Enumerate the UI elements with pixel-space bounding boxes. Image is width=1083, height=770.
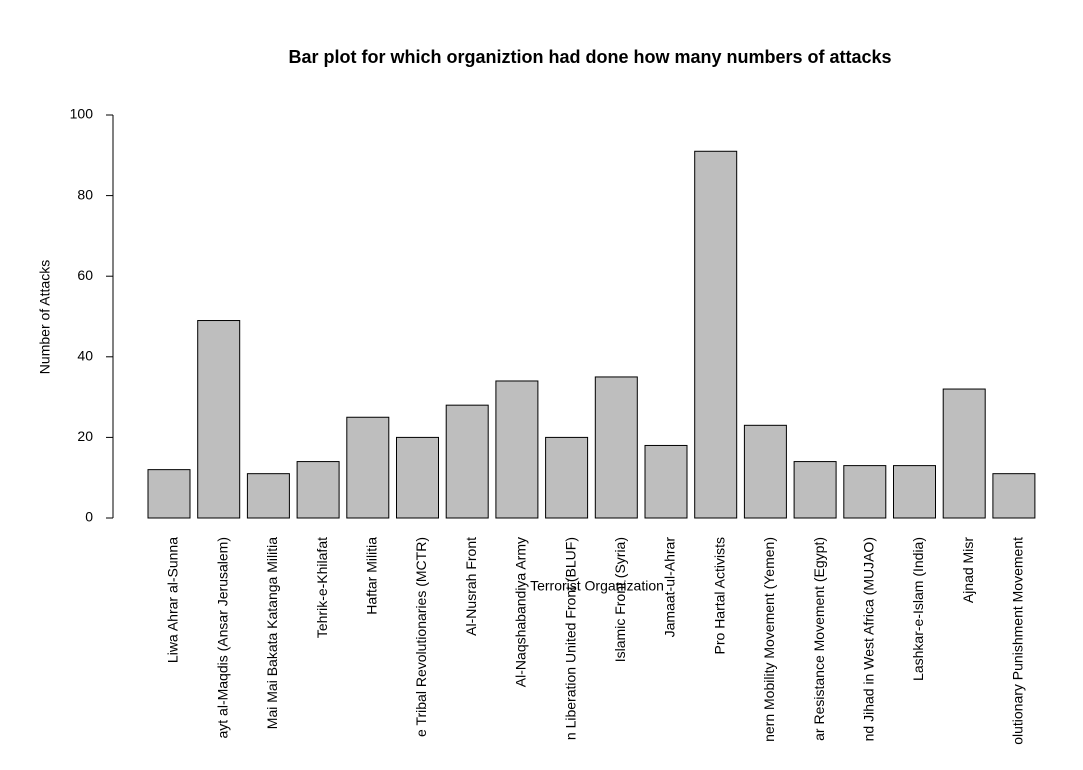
x-tick-label: ar Resistance Movement (Egypt) <box>811 537 827 741</box>
x-tick-label: nd Jihad in West Africa (MUJAO) <box>861 537 877 741</box>
y-tick-label: 60 <box>77 267 93 283</box>
x-tick-label: Jamaat-ul-Ahrar <box>662 537 678 638</box>
bar <box>246 473 290 519</box>
x-tick-label: Islamic Front (Syria) <box>612 537 628 662</box>
y-tick-label: 0 <box>85 509 93 525</box>
bar <box>843 465 887 519</box>
y-axis-label: Number of Attacks <box>37 260 53 374</box>
y-tick-label: 40 <box>77 348 93 364</box>
bar <box>644 444 688 519</box>
x-axis-label: Terrorist Organization <box>530 578 664 594</box>
bar <box>396 436 439 519</box>
bar <box>346 416 390 519</box>
x-tick-label: Al-Nusrah Front <box>463 537 479 636</box>
x-tick-label: n Liberation United Front (BLUF) <box>562 537 578 740</box>
x-tick-label: Mai Mai Bakata Katanga Militia <box>264 537 280 729</box>
x-tick-label: olutionary Punishment Movement <box>1010 537 1026 745</box>
x-tick-label: Al-Naqshabandiya Army <box>513 537 529 687</box>
x-tick-label: Lashkar-e-Islam (India) <box>910 537 926 681</box>
x-tick-label: Ajnad Misr <box>960 537 976 603</box>
bar <box>793 461 837 519</box>
bar <box>942 388 986 519</box>
y-tick-label: 80 <box>77 186 93 202</box>
bar <box>147 469 191 519</box>
bar <box>743 424 787 519</box>
x-tick-label: Liwa Ahrar al-Sunna <box>165 537 181 663</box>
bar <box>893 465 936 519</box>
bar <box>545 436 589 519</box>
bar <box>197 320 241 519</box>
chart-title: Bar plot for which organiztion had done … <box>288 47 891 67</box>
bar <box>992 473 1036 519</box>
x-tick-label: e Tribal Revolutionaries (MCTR) <box>413 537 429 737</box>
bar <box>296 461 340 519</box>
x-tick-label: nern Mobility Movement (Yemen) <box>761 537 777 742</box>
y-tick-label: 100 <box>70 106 94 122</box>
x-tick-label: Pro Hartal Activists <box>711 537 727 654</box>
bar <box>594 376 638 519</box>
y-tick-label: 20 <box>77 428 93 444</box>
x-tick-label: Tehrik-e-Khilafat <box>314 537 330 638</box>
bar <box>445 404 489 519</box>
x-tick-label: ayt al-Maqdis (Ansar Jerusalem) <box>214 537 230 739</box>
bar <box>694 150 738 519</box>
x-tick-label: Haftar Militia <box>364 537 380 615</box>
bar <box>495 380 539 519</box>
